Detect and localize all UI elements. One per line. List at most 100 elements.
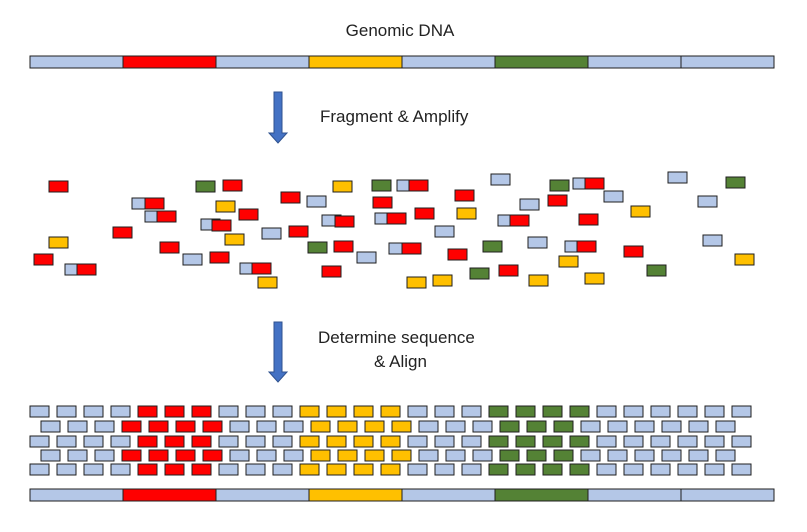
aligned-read: [677, 463, 698, 476]
dna-fragment: [280, 191, 301, 204]
aligned-read: [245, 435, 266, 448]
dna-fragment: [144, 197, 165, 210]
aligned-read: [56, 435, 77, 448]
dna-fragment: [76, 263, 97, 276]
dna-fragment: [630, 205, 651, 218]
aligned-read: [121, 449, 142, 462]
dna-fragment: [371, 179, 392, 192]
aligned-read: [418, 420, 439, 433]
dna-fragment: [48, 236, 69, 249]
dna-fragment: [482, 240, 503, 253]
aligned-read: [461, 463, 482, 476]
aligned-read: [83, 435, 104, 448]
aligned-read: [202, 449, 223, 462]
dna-fragment: [414, 207, 435, 220]
dna-fragment: [333, 240, 354, 253]
dna-fragment: [697, 195, 718, 208]
genome-segment-green: [494, 55, 589, 69]
dna-fragment: [519, 198, 540, 211]
determine-sequence-label: Determine sequence: [318, 328, 475, 347]
aligned-read: [40, 420, 61, 433]
aligned-read: [461, 435, 482, 448]
aligned-read: [580, 420, 601, 433]
genome-segment-backbone: [215, 55, 310, 69]
genome-segment-backbone: [29, 488, 124, 502]
aligned-read: [364, 449, 385, 462]
aligned-read: [488, 405, 509, 418]
genome-segment-backbone: [587, 488, 682, 502]
genome-segment-backbone: [680, 55, 775, 69]
dna-fragment: [112, 226, 133, 239]
aligned-read: [634, 420, 655, 433]
dna-fragment: [215, 200, 236, 213]
aligned-read: [326, 435, 347, 448]
dna-fragment: [603, 190, 624, 203]
down-arrow-icon: [267, 91, 289, 144]
aligned-read: [137, 463, 158, 476]
aligned-read: [380, 405, 401, 418]
aligned-read: [623, 435, 644, 448]
aligned-read: [272, 435, 293, 448]
dna-fragment: [578, 213, 599, 226]
dna-fragment: [211, 219, 232, 232]
aligned-read: [731, 405, 752, 418]
aligned-read: [137, 405, 158, 418]
aligned-read: [634, 449, 655, 462]
aligned-read: [191, 435, 212, 448]
aligned-read: [434, 435, 455, 448]
aligned-read: [191, 463, 212, 476]
dna-fragment: [33, 253, 54, 266]
genome-segment-orange: [308, 55, 403, 69]
aligned-read: [650, 405, 671, 418]
aligned-read: [256, 420, 277, 433]
aligned-read: [67, 420, 88, 433]
aligned-read: [110, 405, 131, 418]
aligned-read: [407, 435, 428, 448]
dna-fragment: [156, 210, 177, 223]
aligned-read: [229, 449, 250, 462]
dna-fragment: [509, 214, 530, 227]
aligned-read: [353, 463, 374, 476]
dna-fragment: [725, 176, 746, 189]
aligned-read: [56, 405, 77, 418]
dna-fragment: [307, 241, 328, 254]
aligned-read: [607, 420, 628, 433]
aligned-read: [353, 435, 374, 448]
aligned-read: [218, 463, 239, 476]
dna-fragment: [209, 251, 230, 264]
aligned-read: [326, 405, 347, 418]
aligned-read: [731, 435, 752, 448]
dna-fragment: [224, 233, 245, 246]
aligned-read: [434, 463, 455, 476]
genome-segment-orange: [308, 488, 403, 502]
aligned-read: [515, 435, 536, 448]
aligned-read: [472, 449, 493, 462]
aligned-read: [704, 463, 725, 476]
dna-fragment: [195, 180, 216, 193]
dna-fragment: [528, 274, 549, 287]
genome-segment-backbone: [401, 488, 496, 502]
genome-segment-backbone: [29, 55, 124, 69]
aligned-read: [391, 449, 412, 462]
dna-fragment: [490, 173, 511, 186]
aligned-read: [29, 435, 50, 448]
aligned-read: [542, 435, 563, 448]
aligned-read: [542, 463, 563, 476]
aligned-read: [499, 420, 520, 433]
dna-fragment: [356, 251, 377, 264]
aligned-read: [596, 463, 617, 476]
dna-fragment: [372, 196, 393, 209]
aligned-read: [218, 405, 239, 418]
dna-fragment: [558, 255, 579, 268]
dna-fragment: [434, 225, 455, 238]
dna-fragment: [734, 253, 755, 266]
dna-fragment: [454, 189, 475, 202]
dna-fragment: [261, 227, 282, 240]
aligned-read: [380, 463, 401, 476]
dna-fragment: [251, 262, 272, 275]
dna-fragment: [48, 180, 69, 193]
genome-segment-red: [122, 55, 217, 69]
aligned-read: [596, 435, 617, 448]
